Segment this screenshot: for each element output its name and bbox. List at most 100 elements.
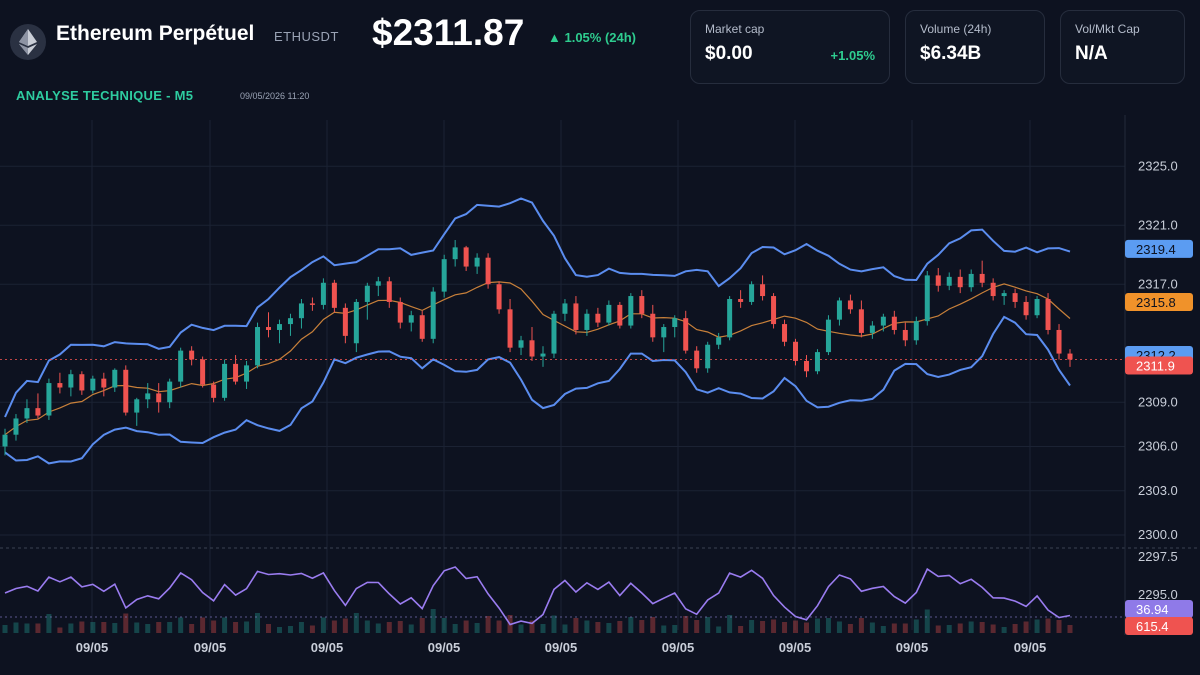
volume-bar-29: [320, 617, 326, 633]
candle-body-44: [485, 257, 491, 285]
candle-body-4: [46, 383, 52, 416]
candle-body-84: [924, 275, 930, 322]
candle-body-51: [562, 303, 568, 314]
price-tick-5: 2303.0: [1138, 483, 1178, 498]
volume-bar-3: [35, 623, 41, 633]
volume-bar-30: [331, 620, 337, 633]
candle-body-28: [309, 303, 315, 305]
volume-bar-67: [738, 626, 744, 633]
volume-card: Volume (24h) $6.34B: [905, 10, 1045, 84]
moving-average-line: [4, 281, 1071, 436]
candles: [2, 240, 1073, 456]
time-tick-7: 09/05: [896, 640, 929, 655]
volume-bar-19: [211, 620, 217, 633]
bollinger-lower-line: [4, 315, 1071, 465]
volume-bar-57: [628, 617, 634, 633]
candle-body-37: [408, 315, 414, 323]
volume-bar-27: [298, 622, 304, 633]
badge-rsi-bg: [1125, 600, 1193, 618]
volume-bar-1: [13, 622, 19, 633]
candle-body-27: [298, 303, 304, 319]
asset-price: $2311.87: [372, 12, 525, 53]
badge-volume: 615.4: [1125, 617, 1193, 635]
candle-body-69: [760, 284, 766, 297]
volume-bar-42: [463, 620, 469, 633]
volume-bar-76: [836, 621, 842, 633]
time-tick-8: 09/05: [1014, 640, 1047, 655]
time-tick-6: 09/05: [779, 640, 812, 655]
volume-bar-28: [309, 625, 315, 633]
rsi-line: [4, 566, 1071, 626]
candle-body-57: [628, 296, 634, 326]
badge-last-bg: [1125, 356, 1193, 375]
candle-body-56: [617, 304, 623, 326]
lower-tick-1: 2295.0: [1138, 587, 1178, 602]
candle-body-48: [529, 340, 535, 357]
badge-volume-text: 615.4: [1136, 619, 1169, 634]
candle-body-74: [814, 352, 820, 372]
candle-body-24: [266, 327, 272, 330]
volume-bar-83: [913, 619, 919, 633]
analysis-date: 09/05/2026 11:20: [240, 91, 310, 101]
lower-tick-0: 2297.5: [1138, 549, 1178, 564]
volume-bar-11: [123, 613, 129, 633]
volume-bar-50: [551, 615, 557, 633]
candle-body-6: [68, 374, 74, 388]
volume-bar-40: [441, 618, 447, 633]
candle-body-82: [902, 329, 908, 341]
volume-bar-39: [430, 609, 436, 633]
candle-body-0: [2, 434, 8, 447]
candle-body-81: [891, 316, 897, 330]
candle-body-40: [441, 259, 447, 292]
candle-body-12: [134, 399, 140, 413]
volume-bar-16: [178, 617, 184, 633]
badge-last: 2311.9: [1125, 356, 1193, 375]
volume-bar-73: [803, 622, 809, 633]
volume-bar-65: [716, 626, 722, 633]
candle-body-8: [90, 378, 96, 391]
market-cap-change: +1.05%: [830, 48, 875, 63]
candle-body-88: [968, 273, 974, 288]
candle-body-63: [694, 350, 700, 369]
candlestick-chart[interactable]: 2325.0 2321.0 2317.0 2309.0 2306.0 2303.0 2300…: [0, 115, 1200, 675]
candle-body-1: [13, 418, 19, 435]
candle-body-3: [35, 408, 41, 416]
volume-bar-70: [771, 619, 777, 633]
candle-body-95: [1045, 299, 1051, 330]
candle-body-50: [551, 313, 557, 354]
candle-body-19: [211, 384, 217, 398]
candle-body-92: [1012, 293, 1018, 302]
candle-body-15: [167, 381, 173, 403]
time-tick-5: 09/05: [662, 640, 695, 655]
volume-bar-79: [869, 622, 875, 633]
volume-bar-35: [386, 622, 392, 633]
volume-bar-21: [233, 622, 239, 633]
volume-bar-7: [79, 621, 85, 633]
candle-body-59: [650, 313, 656, 338]
badge-upper_band: 2319.4: [1125, 239, 1193, 258]
candle-body-76: [836, 300, 842, 320]
candle-body-60: [661, 327, 667, 338]
candle-body-11: [123, 369, 129, 413]
candle-body-71: [782, 324, 788, 342]
time-tick-3: 09/05: [428, 640, 461, 655]
candle-body-9: [101, 378, 107, 388]
volume-bar-13: [145, 624, 151, 633]
candle-body-38: [419, 315, 425, 339]
candle-body-86: [946, 276, 952, 286]
vol-mkt-cap-value: N/A: [1075, 43, 1108, 64]
volume-bar-26: [287, 626, 293, 633]
volume-bar-84: [924, 609, 930, 633]
candle-body-85: [935, 275, 941, 286]
asset-name: Ethereum Perpétuel: [56, 22, 255, 45]
volume-bar-41: [452, 624, 458, 633]
volume-bar-18: [200, 617, 206, 633]
candle-body-89: [979, 273, 985, 283]
volume-bar-87: [957, 623, 963, 633]
volume-bar-49: [540, 624, 546, 633]
candle-body-22: [244, 365, 250, 382]
volume-bar-0: [2, 625, 8, 633]
volume-bar-80: [880, 626, 886, 633]
volume-bar-37: [408, 624, 414, 633]
volume-bar-59: [650, 617, 656, 633]
